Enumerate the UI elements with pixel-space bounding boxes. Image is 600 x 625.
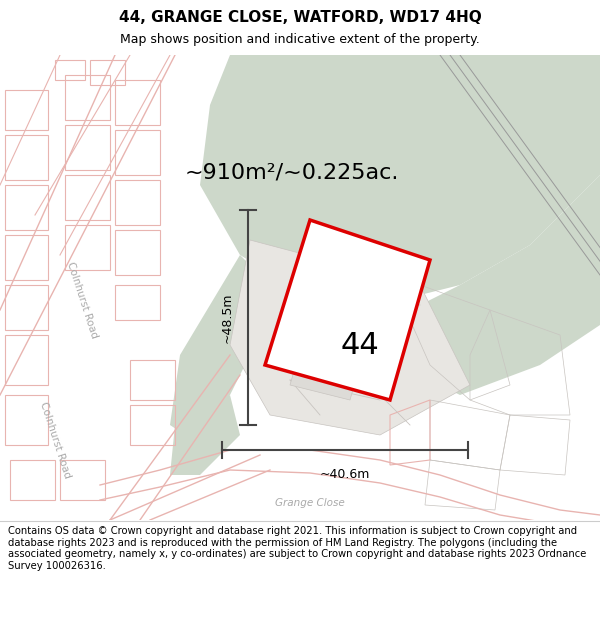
Text: 44, GRANGE CLOSE, WATFORD, WD17 4HQ: 44, GRANGE CLOSE, WATFORD, WD17 4HQ xyxy=(119,9,481,24)
Text: 44: 44 xyxy=(341,331,379,359)
Polygon shape xyxy=(290,350,360,400)
Polygon shape xyxy=(170,255,260,435)
Text: Contains OS data © Crown copyright and database right 2021. This information is : Contains OS data © Crown copyright and d… xyxy=(8,526,586,571)
Text: Colnhurst Road: Colnhurst Road xyxy=(38,401,72,479)
Polygon shape xyxy=(200,55,600,315)
Polygon shape xyxy=(170,395,240,475)
Text: Colnhurst Road: Colnhurst Road xyxy=(65,261,99,339)
Polygon shape xyxy=(400,175,600,395)
Text: Map shows position and indicative extent of the property.: Map shows position and indicative extent… xyxy=(120,32,480,46)
Text: Grange Close: Grange Close xyxy=(275,498,345,508)
Polygon shape xyxy=(265,220,430,400)
Polygon shape xyxy=(230,240,470,435)
Text: ~48.5m: ~48.5m xyxy=(221,292,234,342)
Text: ~40.6m: ~40.6m xyxy=(320,468,370,481)
Polygon shape xyxy=(295,350,325,380)
Text: ~910m²/~0.225ac.: ~910m²/~0.225ac. xyxy=(185,163,400,183)
